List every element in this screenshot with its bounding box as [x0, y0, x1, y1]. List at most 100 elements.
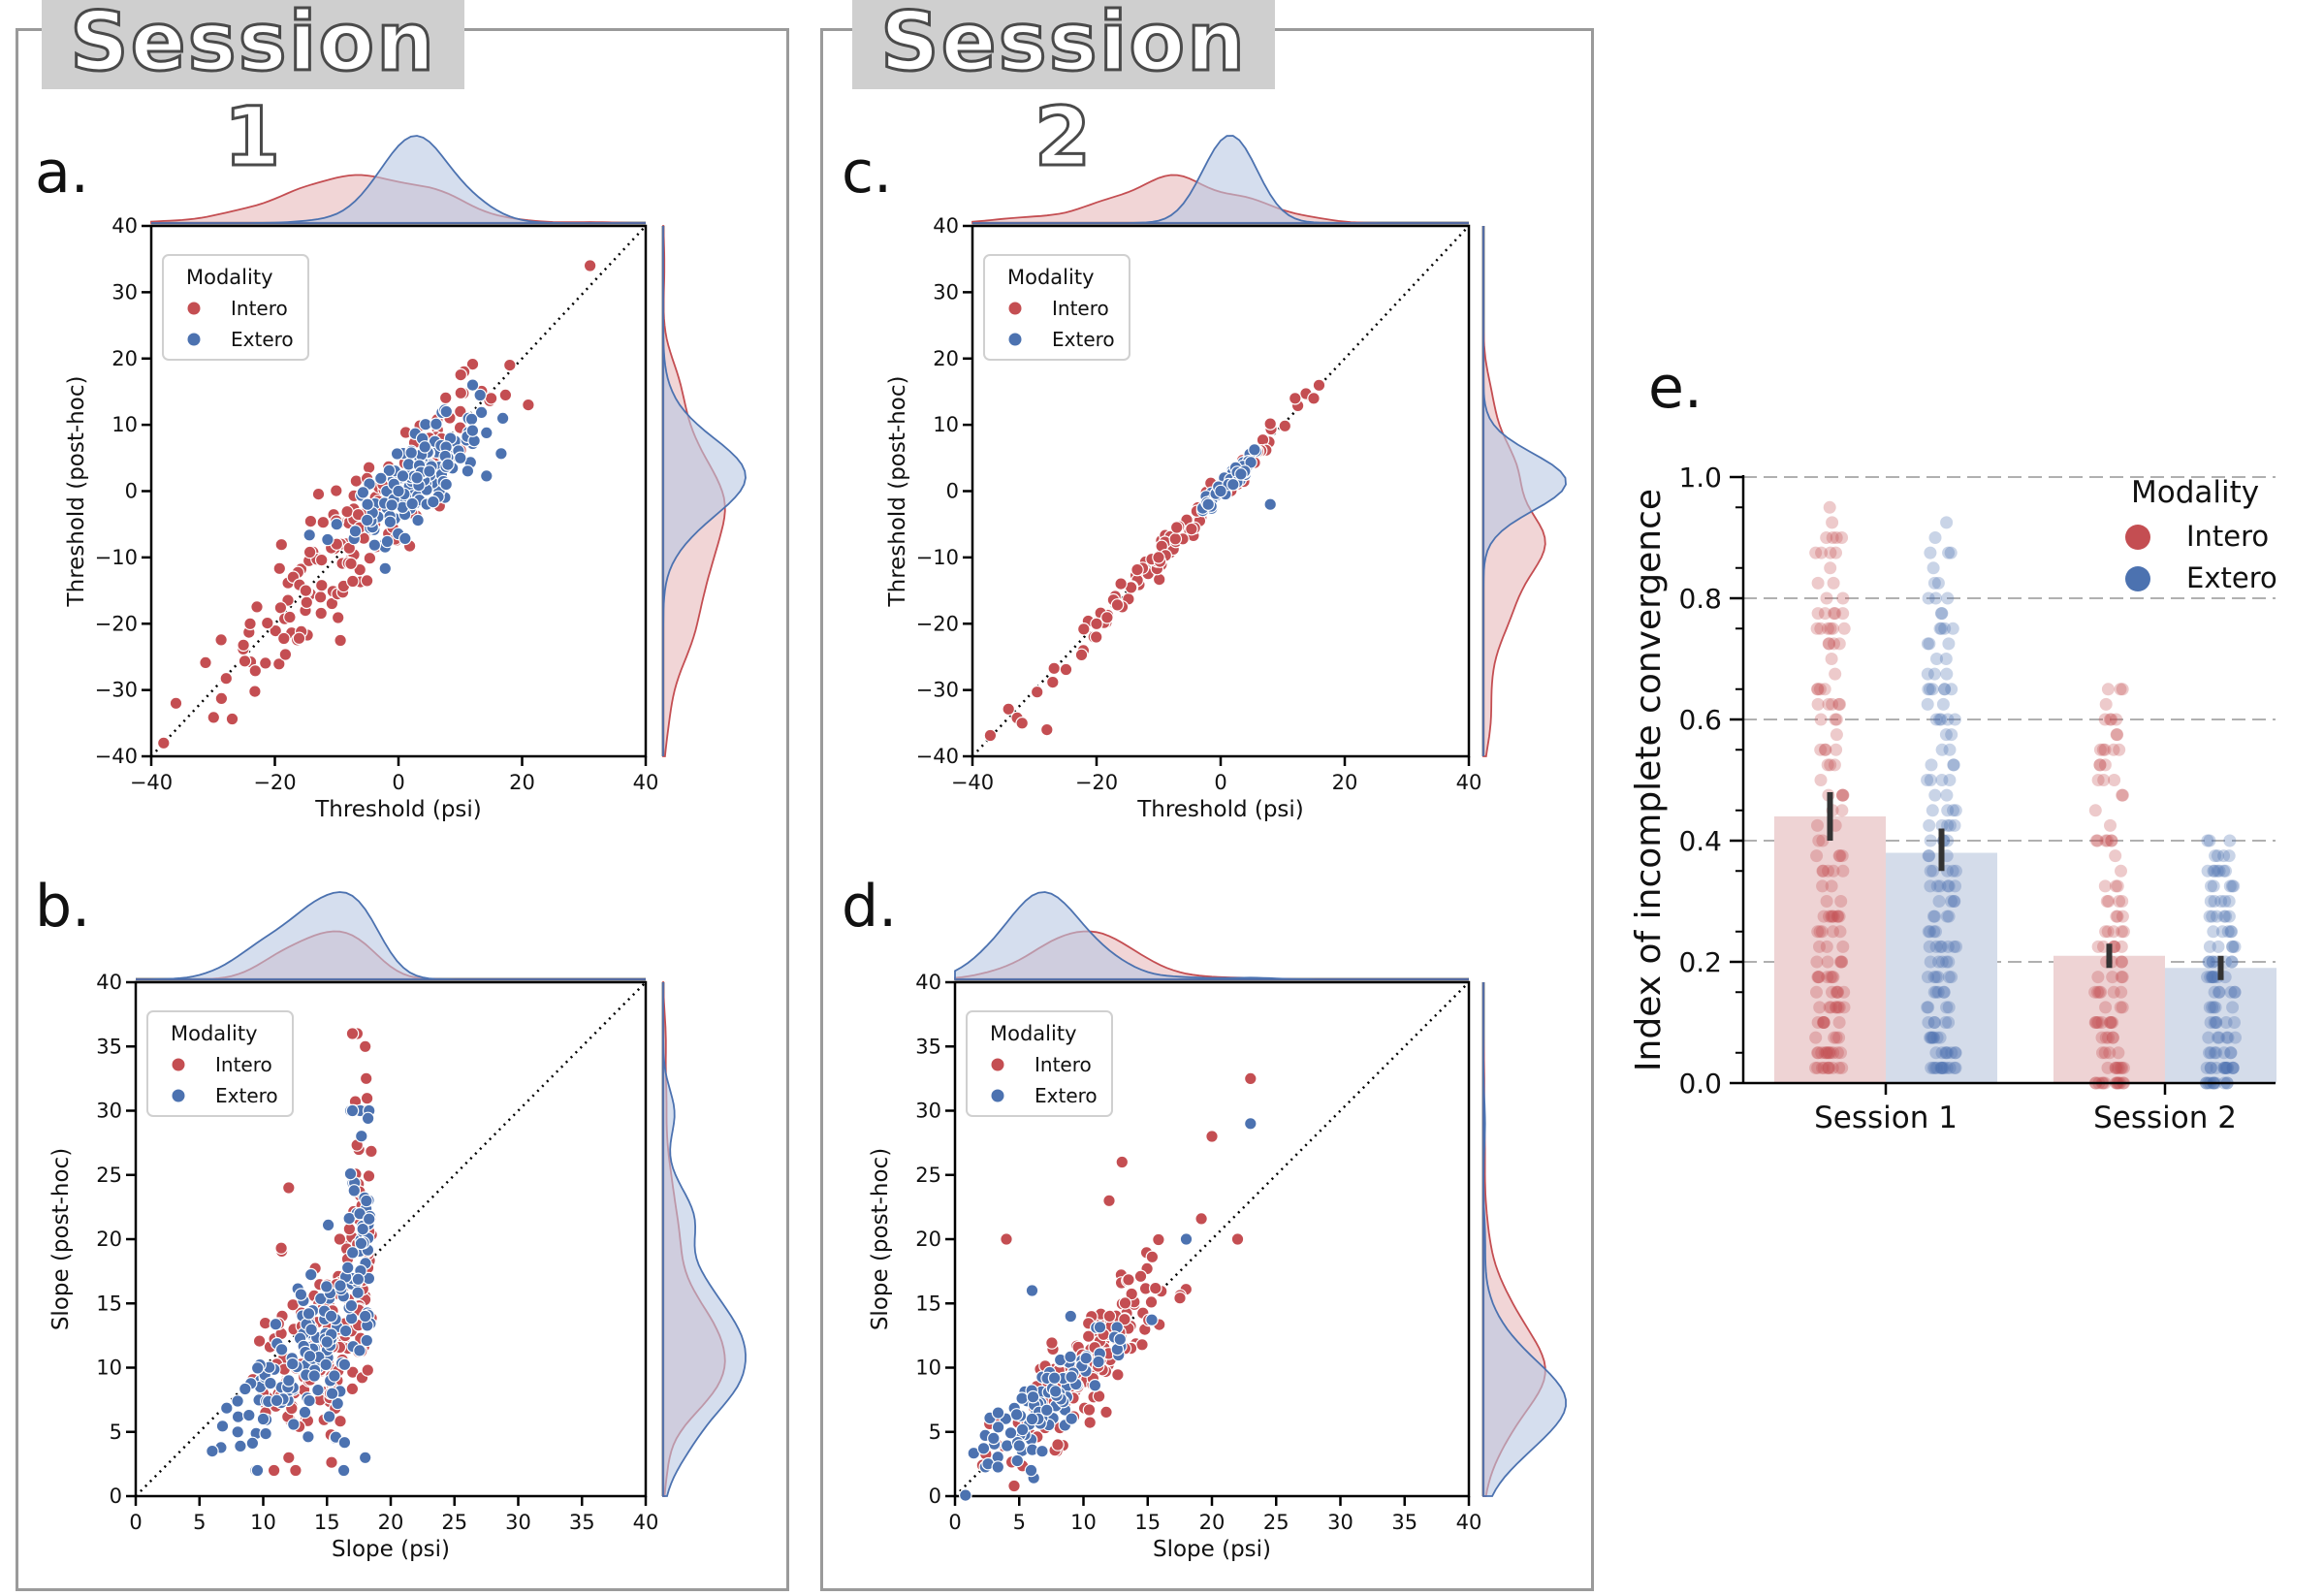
scatter-point-extero [1048, 1385, 1063, 1398]
session-2-tag: Session 2 [852, 0, 1275, 186]
strip-point-intero [2099, 1031, 2113, 1044]
scatter-point-extero [1226, 477, 1240, 492]
identity-line [150, 225, 647, 757]
strip-point-intero [1811, 683, 1824, 696]
y-tick-label: 35 [915, 1035, 941, 1058]
strip-point-extero [1943, 774, 1957, 786]
scatter-point-intero [1059, 662, 1073, 677]
y-tick-label: 20 [96, 1228, 122, 1251]
strip-point-intero [1822, 1061, 1835, 1074]
scatter-point-extero [1179, 1232, 1194, 1246]
strip-point-intero [1817, 910, 1831, 923]
x-tick-label: 30 [1327, 1511, 1353, 1534]
scatter-point-intero [1045, 1336, 1059, 1350]
strip-point-intero [2097, 774, 2111, 786]
x-tick-label: 20 [1199, 1511, 1226, 1534]
strip-point-intero [1833, 849, 1847, 863]
strip-point-intero [2115, 955, 2128, 969]
scatter-point-extero [1113, 1332, 1128, 1347]
strip-point-intero [2116, 788, 2129, 802]
strip-point-intero [1830, 546, 1842, 559]
scatter-point-extero [398, 531, 412, 546]
strip-point-intero [1821, 758, 1834, 772]
strip-point-extero [2229, 1031, 2242, 1044]
scatter-point-extero [353, 1344, 366, 1357]
strip-point-intero [1827, 925, 1839, 939]
legend-label-extero: Extero [231, 328, 294, 351]
scatter-point-extero [1010, 1453, 1025, 1468]
strip-point-intero [2107, 743, 2120, 756]
scatter-point-intero [272, 561, 287, 576]
scatter-point-intero [360, 574, 374, 588]
scatter-point-extero [348, 524, 363, 538]
panel-letter: a. [35, 139, 89, 207]
strip-point-intero [1813, 1001, 1827, 1014]
scatter-point-extero [231, 1410, 245, 1423]
legend-title: Modality [1007, 266, 1095, 289]
scatter-point-extero [1015, 1422, 1030, 1437]
legend-label-intero: Intero [231, 297, 288, 320]
strip-point-extero [1947, 758, 1960, 772]
strip-point-extero [2223, 834, 2237, 847]
strip-point-intero [1827, 864, 1840, 878]
strip-point-extero [2221, 1031, 2235, 1044]
x-tick-label: 20 [1332, 771, 1358, 794]
strip-point-intero [1832, 910, 1846, 923]
scatter-point-extero [302, 1349, 317, 1363]
scatter-point-extero [343, 1166, 358, 1181]
strip-point-extero [1927, 1016, 1941, 1029]
x-tick-label: −20 [1075, 771, 1118, 794]
strip-point-intero [1817, 1016, 1831, 1029]
strip-point-extero [1942, 546, 1956, 559]
strip-point-intero [1835, 788, 1849, 802]
scatter-point-intero [1081, 1329, 1096, 1343]
strip-point-extero [1925, 758, 1938, 772]
strip-point-extero [2222, 895, 2236, 908]
bar-intero [2053, 955, 2165, 1083]
strip-point-extero [1937, 985, 1951, 999]
strip-point-extero [1924, 774, 1937, 786]
strip-point-extero [2201, 971, 2214, 984]
strip-point-extero [1934, 607, 1948, 621]
x-tick-label: 0 [1214, 771, 1226, 794]
scatter-point-extero [234, 1439, 247, 1453]
strip-point-intero [1822, 697, 1835, 711]
scatter-point-extero [474, 405, 489, 420]
strip-point-extero [2206, 955, 2219, 969]
scatter-point-intero [331, 611, 345, 624]
x-tick-label: 40 [633, 771, 659, 794]
strip-point-extero [1948, 895, 1961, 908]
strip-point-intero [1829, 667, 1842, 681]
strip-point-intero [1830, 1031, 1843, 1044]
scatter-point-extero [286, 1418, 301, 1431]
strip-point-intero [2091, 971, 2105, 984]
strip-point-intero [2114, 683, 2127, 696]
strip-point-intero [2115, 955, 2128, 969]
scatter-point-intero [454, 367, 467, 382]
strip-point-extero [2208, 1046, 2221, 1060]
strip-point-extero [2203, 1001, 2216, 1014]
scatter-point-intero [340, 504, 354, 519]
strip-point-extero [2206, 971, 2219, 984]
scatter-point-intero [314, 553, 329, 567]
y-tick-label: 0 [110, 1484, 122, 1508]
scatter-point-extero [380, 534, 395, 549]
scatter-point-intero [1089, 630, 1103, 644]
strip-point-intero [2098, 743, 2112, 756]
scatter-point-intero [274, 537, 289, 552]
strip-point-extero [1927, 971, 1941, 984]
scatter-point-extero [239, 1382, 252, 1396]
scatter-point-intero [1082, 1403, 1097, 1417]
strip-point-intero [2093, 743, 2107, 756]
strip-point-extero [1928, 788, 1942, 802]
strip-point-intero [1809, 1031, 1823, 1044]
scatter-point-extero [281, 1374, 296, 1388]
strip-point-extero [1934, 622, 1948, 635]
scatter-point-extero [285, 1357, 300, 1371]
strip-point-intero [1825, 1001, 1837, 1014]
strip-point-intero [1810, 849, 1824, 863]
strip-point-extero [2228, 1016, 2241, 1029]
strip-point-intero [1814, 713, 1828, 726]
scatter-point-extero [331, 1396, 344, 1411]
scatter-point-extero [345, 1103, 360, 1118]
